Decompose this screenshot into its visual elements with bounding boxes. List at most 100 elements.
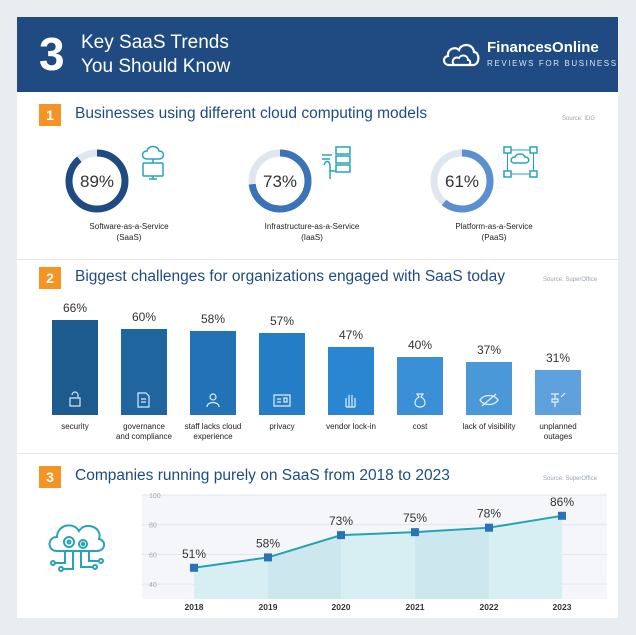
label-line: security [61, 422, 89, 431]
brand-tagline: REVIEWS FOR BUSINESS [487, 59, 618, 68]
y-tick-label: 100 [149, 493, 161, 500]
donut-chart: 89% [65, 145, 165, 213]
cloud-gears-icon [48, 524, 105, 572]
label-line: Infrastructure-as-a-Service [264, 222, 360, 231]
bar [328, 347, 374, 415]
label-line: unplanned [539, 422, 577, 431]
donut-slice [248, 149, 312, 213]
hand-servers-icon [322, 146, 351, 179]
hand-stop-icon [345, 394, 356, 408]
area-fill [194, 515, 562, 599]
donut-chart: 61% [430, 146, 538, 213]
bar-category-label: governance and compliance [106, 422, 182, 442]
donut-item: 61% Platform-as-a-Service (PaaS) [414, 137, 574, 257]
cloud-logo-icon [442, 43, 480, 67]
point-value-label: 78% [477, 507, 501, 521]
bar-value-label: 66% [62, 300, 88, 315]
donut-category-label: Infrastructure-as-a-Service (IaaS) [232, 221, 392, 243]
bar-category-label: unplanned outages [520, 422, 596, 442]
area-band [415, 527, 489, 599]
section3-source: Source: SuperOffice [543, 476, 597, 482]
bar [259, 332, 305, 415]
brand-logo[interactable]: FinancesOnline REVIEWS FOR BUSINESS [441, 37, 616, 77]
donut-slice [65, 149, 129, 213]
y-tick-label: 60 [149, 552, 157, 559]
x-tick-label: 2018 [185, 602, 204, 612]
brand-name: FinancesOnline [487, 39, 599, 56]
bar-value-label: 40% [407, 338, 433, 353]
point-value-label: 51% [182, 547, 206, 561]
label-line: outages [543, 432, 573, 441]
section2-number: 2 [39, 267, 61, 289]
label-line: lack of visibility [462, 422, 516, 431]
plot-background [142, 495, 607, 599]
label-line: privacy [269, 422, 295, 431]
bar-category-label: vendor lock-in [313, 422, 389, 432]
data-point [190, 563, 198, 572]
label-line: (IaaS) [301, 233, 323, 242]
bar [121, 328, 167, 415]
donut-chart: 73% [248, 146, 351, 213]
bar-value-label: 57% [269, 313, 295, 328]
lock-icon [69, 391, 81, 407]
data-point [558, 511, 566, 520]
person-icon [206, 393, 220, 408]
infographic-card: 3 Key SaaS Trends You Should Know Financ… [17, 17, 618, 618]
point-value-label: 73% [329, 514, 353, 528]
bar-value-label: 31% [545, 351, 571, 366]
title-line-1: Key SaaS Trends [81, 32, 229, 53]
label-line: governance [123, 422, 165, 431]
x-tick-label: 2020 [332, 602, 351, 612]
section2-source: Source: SuperOffice [543, 277, 597, 283]
broken-plug-icon [551, 392, 566, 407]
point-value-label: 75% [403, 511, 427, 525]
section3-number: 3 [39, 466, 61, 488]
x-tick-label: 2021 [406, 602, 425, 612]
donut-item: 89% Software-as-a-Service (SaaS) [49, 137, 209, 257]
divider [17, 453, 618, 454]
data-point [264, 553, 272, 562]
bar [397, 357, 443, 415]
bar-category-label: lack of visibility [451, 422, 527, 432]
donut-category-label: Platform-as-a-Service (PaaS) [414, 221, 574, 243]
page-title: Key SaaS Trends You Should Know [81, 31, 230, 79]
section1-source: Source: IDG [562, 116, 596, 122]
bar-value-label: 58% [200, 312, 226, 327]
label-line: (PaaS) [481, 233, 507, 242]
data-point [485, 523, 493, 532]
donut-value-label: 73% [263, 172, 297, 191]
header-banner: 3 Key SaaS Trends You Should Know Financ… [17, 17, 618, 92]
label-line: and compliance [115, 432, 173, 441]
donut-category-label: Software-as-a-Service (SaaS) [49, 221, 209, 243]
label-line: Platform-as-a-Service [455, 222, 533, 231]
label-line: vendor lock-in [326, 422, 376, 431]
cloud-monitor-icon [141, 145, 165, 180]
point-value-label: 86% [550, 495, 574, 509]
bar [52, 319, 98, 415]
x-tick-label: 2023 [553, 602, 572, 612]
header-number: 3 [39, 28, 65, 80]
donut-value-label: 89% [80, 172, 114, 191]
bar-category-label: security [37, 422, 113, 432]
y-tick-label: 80 [149, 523, 157, 530]
donut-value-label: 61% [445, 172, 479, 191]
money-bag-icon [414, 393, 426, 408]
section1-number: 1 [39, 104, 61, 126]
eye-slash-icon [479, 393, 499, 407]
bar-category-label: cost [382, 422, 458, 432]
label-line: (SaaS) [116, 233, 142, 242]
section3-title: Companies running purely on SaaS from 20… [75, 467, 450, 484]
bar-value-label: 47% [338, 328, 364, 343]
label-line: Software-as-a-Service [89, 222, 169, 231]
x-tick-label: 2019 [259, 602, 278, 612]
data-point [337, 531, 345, 540]
bar-value-label: 60% [131, 309, 157, 324]
label-line: staff lacks cloud [184, 422, 242, 431]
bar [190, 331, 236, 415]
data-point [411, 528, 419, 537]
area-band [268, 535, 341, 599]
x-tick-label: 2022 [480, 602, 499, 612]
bar-category-label: privacy [244, 422, 320, 432]
label-line: cost [412, 422, 428, 431]
y-tick-label: 40 [149, 582, 157, 589]
